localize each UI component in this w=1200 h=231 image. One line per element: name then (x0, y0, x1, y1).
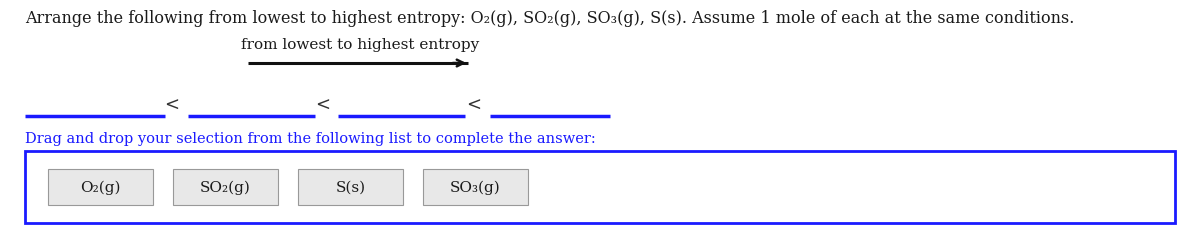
FancyBboxPatch shape (48, 169, 154, 205)
Text: SO₃(g): SO₃(g) (450, 180, 500, 194)
Text: SO₂(g): SO₂(g) (200, 180, 251, 194)
FancyBboxPatch shape (25, 151, 1175, 223)
FancyBboxPatch shape (424, 169, 528, 205)
Text: Arrange the following from lowest to highest entropy: O₂(g), SO₂(g), SO₃(g), S(s: Arrange the following from lowest to hig… (25, 10, 1074, 27)
Text: O₂(g): O₂(g) (80, 180, 121, 194)
Text: <: < (316, 97, 330, 115)
Text: S(s): S(s) (336, 180, 366, 194)
FancyBboxPatch shape (173, 169, 278, 205)
Text: Drag and drop your selection from the following list to complete the answer:: Drag and drop your selection from the fo… (25, 131, 595, 145)
FancyBboxPatch shape (298, 169, 403, 205)
Text: <: < (164, 97, 180, 115)
Text: from lowest to highest entropy: from lowest to highest entropy (241, 38, 479, 52)
Text: <: < (467, 97, 481, 115)
